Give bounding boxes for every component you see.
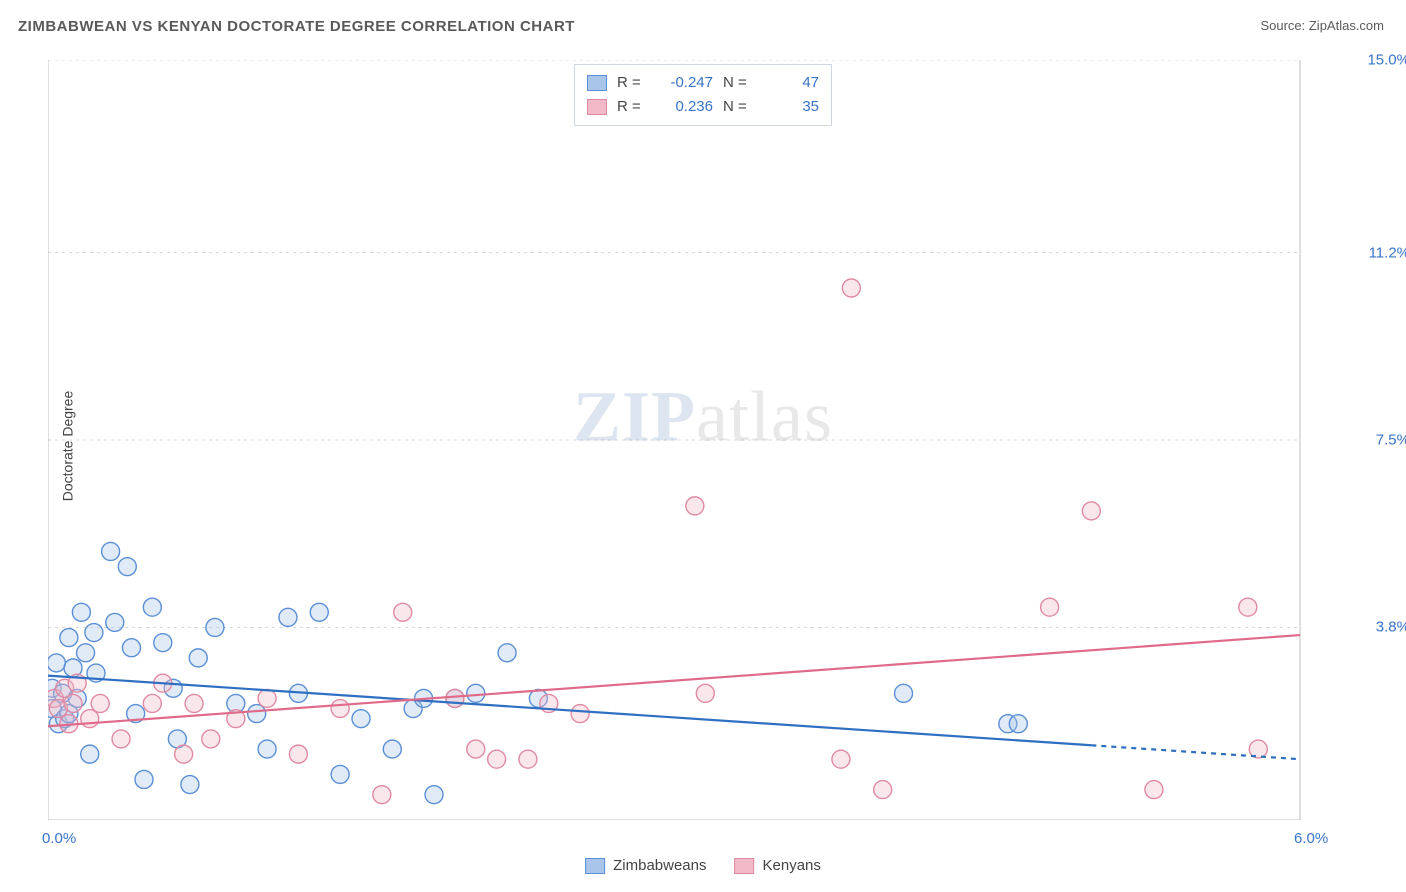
data-point[interactable] [60, 629, 78, 647]
data-point[interactable] [331, 700, 349, 718]
data-point[interactable] [895, 684, 913, 702]
n-label: N = [723, 95, 751, 119]
y-tick-label: 15.0% [1367, 52, 1406, 69]
scatter-plot-svg [48, 60, 1358, 820]
n-value: 47 [761, 71, 819, 95]
legend-item: Zimbabweans [585, 857, 706, 874]
data-point[interactable] [696, 684, 714, 702]
data-point[interactable] [135, 770, 153, 788]
data-point[interactable] [467, 684, 485, 702]
data-point[interactable] [258, 689, 276, 707]
data-point[interactable] [373, 786, 391, 804]
legend-swatch [587, 75, 607, 91]
y-tick-label: 11.2% [1369, 244, 1406, 261]
data-point[interactable] [91, 694, 109, 712]
correlation-legend: R = -0.247 N = 47 R = 0.236 N = 35 [574, 64, 832, 126]
legend-swatch [587, 99, 607, 115]
data-point[interactable] [832, 750, 850, 768]
data-point[interactable] [112, 730, 130, 748]
data-point[interactable] [189, 649, 207, 667]
y-tick-label: 3.8% [1376, 619, 1406, 636]
legend-swatch [735, 858, 755, 874]
data-point[interactable] [446, 689, 464, 707]
r-value: 0.236 [655, 95, 713, 119]
legend-label: Kenyans [763, 857, 821, 874]
regression-line [48, 635, 1300, 726]
data-point[interactable] [106, 613, 124, 631]
legend-row: R = -0.247 N = 47 [587, 71, 819, 95]
n-label: N = [723, 71, 751, 95]
data-point[interactable] [258, 740, 276, 758]
source-attribution: Source: ZipAtlas.com [1260, 18, 1384, 33]
data-point[interactable] [85, 624, 103, 642]
data-point[interactable] [143, 694, 161, 712]
data-point[interactable] [352, 710, 370, 728]
data-point[interactable] [1239, 598, 1257, 616]
r-label: R = [617, 71, 645, 95]
data-point[interactable] [279, 608, 297, 626]
data-point[interactable] [181, 776, 199, 794]
r-value: -0.247 [655, 71, 713, 95]
data-point[interactable] [571, 705, 589, 723]
data-point[interactable] [331, 765, 349, 783]
regression-line-dashed [1091, 745, 1300, 759]
data-point[interactable] [289, 745, 307, 763]
data-point[interactable] [874, 781, 892, 799]
data-point[interactable] [72, 603, 90, 621]
data-point[interactable] [185, 694, 203, 712]
data-point[interactable] [202, 730, 220, 748]
legend-swatch [585, 858, 605, 874]
data-point[interactable] [102, 542, 120, 560]
plot-area: ZIPatlas 3.8%7.5%11.2%15.0%0.0%6.0% [48, 60, 1358, 820]
data-point[interactable] [122, 639, 140, 657]
data-point[interactable] [310, 603, 328, 621]
data-point[interactable] [1145, 781, 1163, 799]
series-legend: Zimbabweans Kenyans [585, 857, 821, 874]
data-point[interactable] [206, 618, 224, 636]
legend-row: R = 0.236 N = 35 [587, 95, 819, 119]
data-point[interactable] [81, 745, 99, 763]
data-point[interactable] [48, 654, 65, 672]
data-point[interactable] [488, 750, 506, 768]
r-label: R = [617, 95, 645, 119]
data-point[interactable] [519, 750, 537, 768]
data-point[interactable] [248, 705, 266, 723]
data-point[interactable] [842, 279, 860, 297]
y-tick-label: 7.5% [1376, 432, 1406, 449]
data-point[interactable] [77, 644, 95, 662]
n-value: 35 [761, 95, 819, 119]
x-max-label: 6.0% [1294, 830, 1328, 847]
x-origin-label: 0.0% [42, 830, 76, 847]
data-point[interactable] [1082, 502, 1100, 520]
data-point[interactable] [154, 634, 172, 652]
data-point[interactable] [498, 644, 516, 662]
data-point[interactable] [425, 786, 443, 804]
data-point[interactable] [383, 740, 401, 758]
data-point[interactable] [686, 497, 704, 515]
data-point[interactable] [467, 740, 485, 758]
data-point[interactable] [1041, 598, 1059, 616]
data-point[interactable] [394, 603, 412, 621]
source-prefix: Source: [1260, 18, 1308, 33]
legend-item: Kenyans [735, 857, 821, 874]
data-point[interactable] [64, 694, 82, 712]
data-point[interactable] [175, 745, 193, 763]
data-point[interactable] [118, 558, 136, 576]
data-point[interactable] [81, 710, 99, 728]
data-point[interactable] [143, 598, 161, 616]
data-point[interactable] [1009, 715, 1027, 733]
legend-label: Zimbabweans [613, 857, 706, 874]
chart-title: ZIMBABWEAN VS KENYAN DOCTORATE DEGREE CO… [18, 18, 575, 35]
source-link[interactable]: ZipAtlas.com [1309, 18, 1384, 33]
